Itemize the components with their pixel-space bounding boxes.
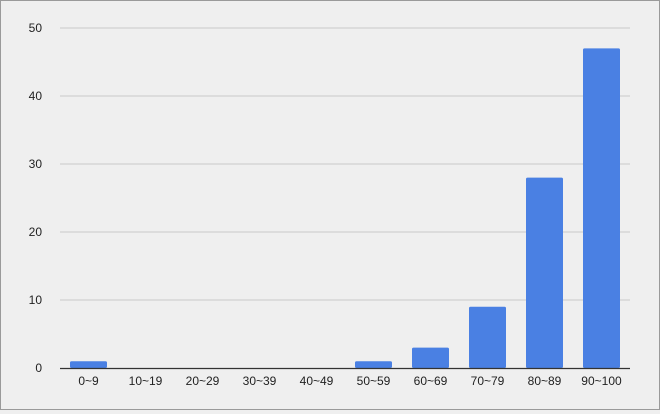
x-tick-label: 0~9 — [78, 374, 99, 388]
x-tick-label: 70~79 — [471, 374, 505, 388]
bar-90~100 — [583, 48, 620, 369]
x-tick-label: 30~39 — [243, 374, 277, 388]
x-tick-label: 50~59 — [357, 374, 391, 388]
y-tick-label: 10 — [29, 293, 43, 307]
x-tick-label: 20~29 — [186, 374, 220, 388]
bar-70~79 — [469, 306, 506, 368]
x-tick-label: 90~100 — [581, 374, 622, 388]
y-tick-label: 20 — [29, 225, 43, 239]
y-tick-label: 30 — [29, 157, 43, 171]
y-tick-label: 0 — [35, 361, 42, 375]
y-tick-label: 40 — [29, 89, 43, 103]
x-tick-label: 40~49 — [300, 374, 334, 388]
bar-50~59 — [355, 361, 392, 368]
x-tick-label: 60~69 — [414, 374, 448, 388]
x-tick-label: 80~89 — [528, 374, 562, 388]
y-tick-label: 50 — [29, 21, 43, 35]
bar-60~69 — [412, 347, 449, 368]
bar-80~89 — [526, 177, 563, 368]
x-tick-label: 10~19 — [129, 374, 163, 388]
bar-0~9 — [70, 361, 107, 368]
